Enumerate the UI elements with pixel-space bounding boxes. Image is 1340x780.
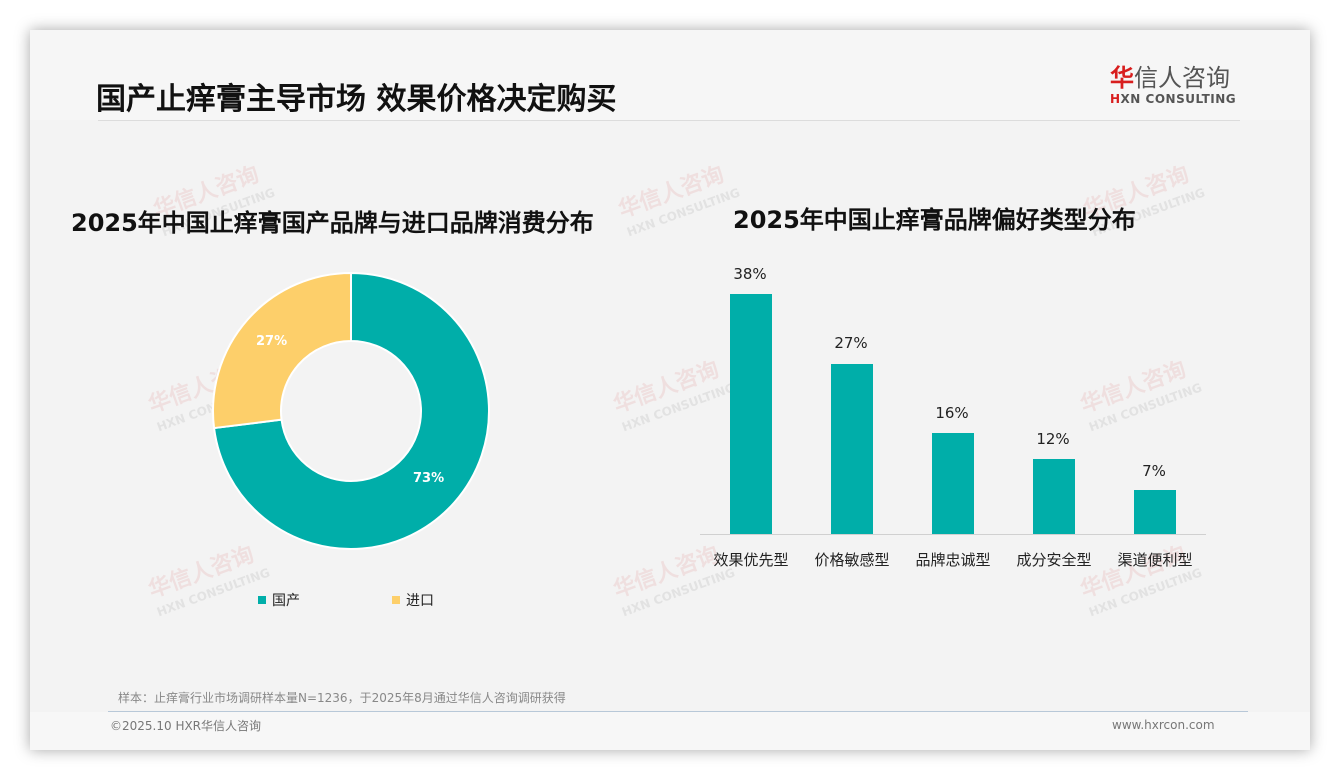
logo-en: HXN CONSULTING	[1110, 92, 1240, 106]
donut-label-domestic: 73%	[413, 471, 445, 486]
logo-cn: 华信人咨询	[1110, 64, 1240, 92]
bar-value: 38%	[733, 265, 767, 283]
logo-en-red: H	[1110, 92, 1121, 106]
bar-category: 效果优先型	[713, 551, 789, 569]
header-band	[30, 30, 1310, 120]
donut-label-imported: 27%	[256, 334, 288, 349]
page-title: 国产止痒膏主导市场 效果价格决定购买	[96, 82, 617, 117]
bar-value: 7%	[1142, 462, 1166, 480]
bar-value: 12%	[1036, 430, 1070, 448]
slide: 国产止痒膏主导市场 效果价格决定购买 华信人咨询 HXN CONSULTING …	[30, 30, 1310, 750]
title-divider	[98, 120, 1240, 121]
website-link[interactable]: www.hxrcon.com	[1112, 718, 1215, 732]
bar-brand-loyal[interactable]	[932, 433, 974, 534]
legend-item-imported: 进口	[392, 590, 434, 610]
bar-channel-convenience[interactable]	[1134, 490, 1176, 534]
donut-chart	[212, 272, 490, 550]
bar-effect-first[interactable]	[730, 294, 772, 534]
bar-price-sensitive[interactable]	[831, 364, 873, 534]
logo-en-rest: XN CONSULTING	[1120, 92, 1237, 106]
bar-category: 成分安全型	[1016, 551, 1092, 569]
bar-category: 渠道便利型	[1117, 551, 1193, 569]
x-axis	[700, 534, 1206, 535]
donut-slice-imported[interactable]	[212, 272, 352, 430]
legend-swatch-domestic	[258, 596, 266, 604]
legend-label-imported: 进口	[406, 593, 434, 609]
donut-chart-title: 2025年中国止痒膏国产品牌与进口品牌消费分布	[71, 209, 594, 237]
copyright: ©2025.10 HXR华信人咨询	[110, 719, 262, 733]
logo-cn-rest: 信人咨询	[1134, 64, 1230, 92]
bar-chart: 38% 效果优先型 27% 价格敏感型 16% 品牌忠诚型 12% 成分安全型 …	[700, 260, 1210, 580]
logo-cn-red: 华	[1110, 64, 1134, 92]
company-logo: 华信人咨询 HXN CONSULTING	[1110, 64, 1240, 106]
sample-note: 样本：止痒膏行业市场调研样本量N=1236，于2025年8月通过华信人咨询调研获…	[118, 691, 566, 705]
bar-ingredient-safety[interactable]	[1033, 459, 1075, 534]
bar-value: 27%	[834, 334, 868, 352]
footer-band	[30, 712, 1310, 750]
bar-value: 16%	[935, 404, 969, 422]
bar-chart-title: 2025年中国止痒膏品牌偏好类型分布	[733, 206, 1136, 234]
bar-category: 价格敏感型	[814, 551, 890, 569]
donut-slice-domestic[interactable]	[212, 272, 490, 550]
footer-divider	[108, 711, 1248, 712]
bar-category: 品牌忠诚型	[915, 551, 991, 569]
legend-item-domestic: 国产	[258, 590, 300, 610]
legend-swatch-imported	[392, 596, 400, 604]
legend-label-domestic: 国产	[272, 593, 300, 609]
